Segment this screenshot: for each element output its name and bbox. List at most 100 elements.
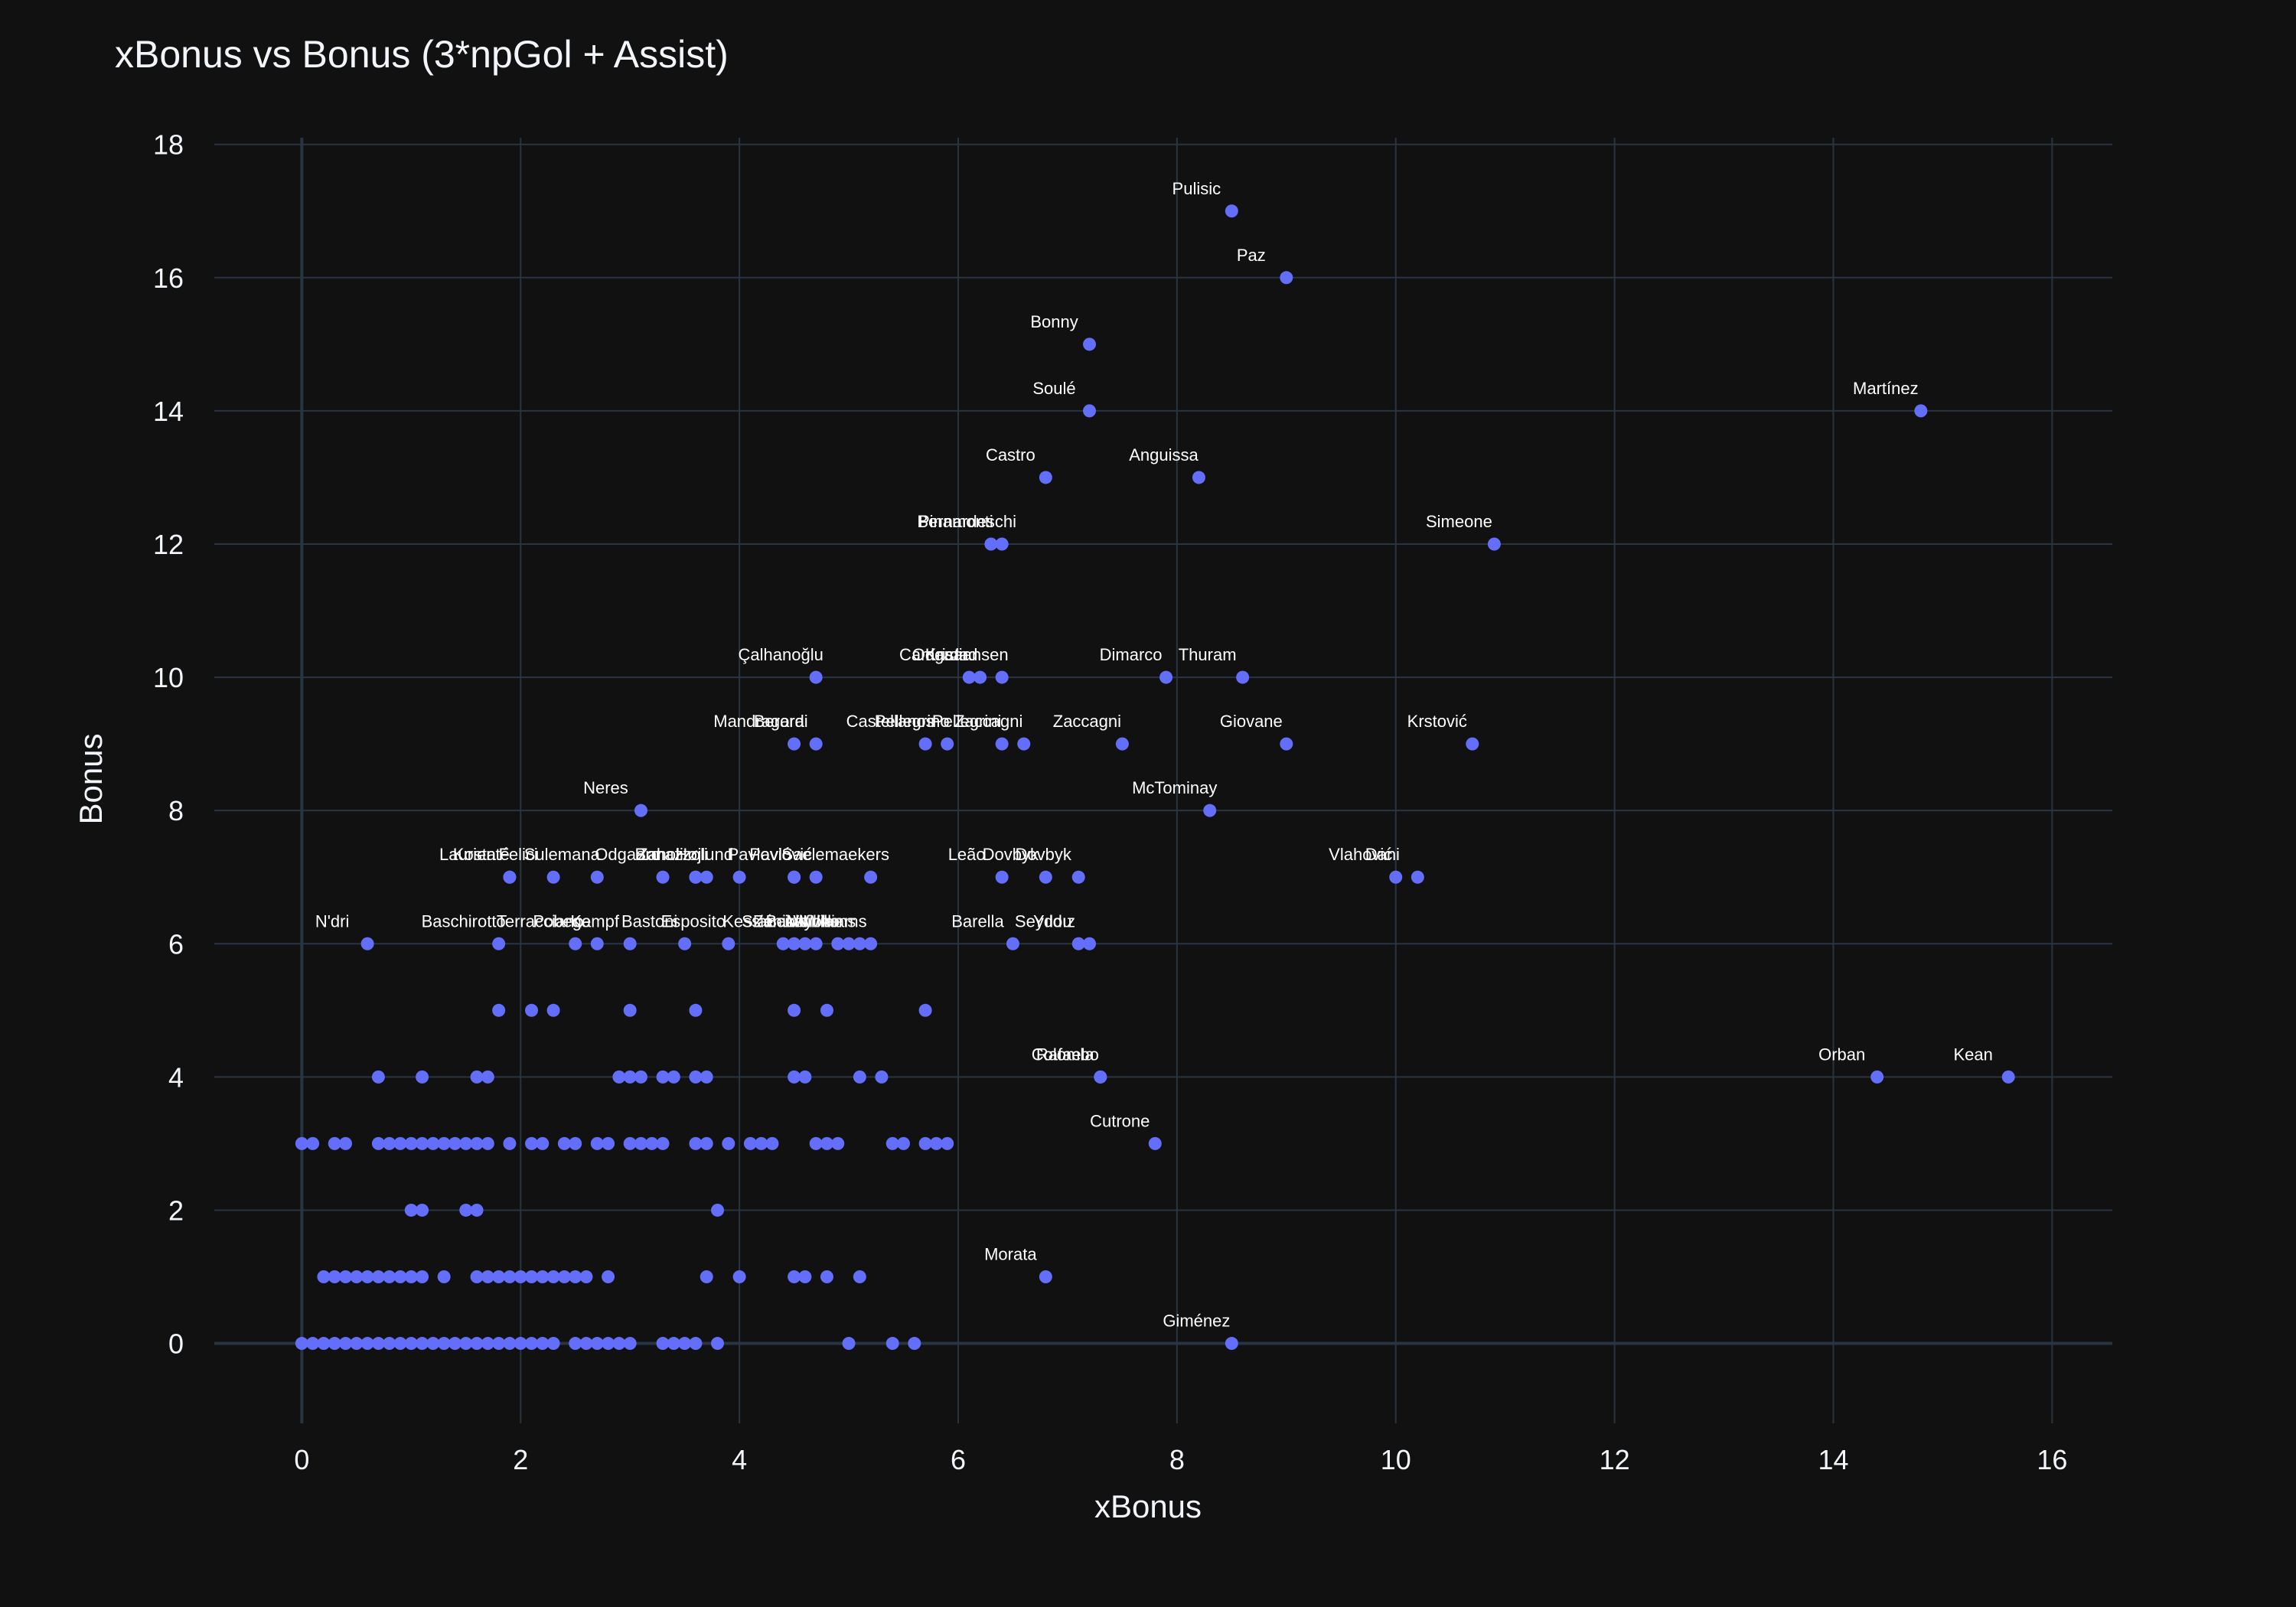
data-point [602,1136,615,1150]
data-point [481,1136,494,1150]
data-point [1280,271,1293,285]
data-point [525,1270,539,1283]
data-point [602,1337,615,1351]
data-point [360,1270,374,1283]
data-point [864,870,878,884]
data-point [1148,1136,1162,1150]
x-axis-title: xBonus [1094,1488,1202,1524]
data-point [360,1337,374,1351]
data-point [525,1136,539,1150]
point-label: Seydou [1015,911,1072,931]
data-point [350,1337,364,1351]
data-point [1411,870,1424,884]
data-point [459,1203,473,1217]
data-point [809,870,823,884]
point-label: Vitinha [788,911,840,931]
data-point [569,1337,582,1351]
point-label: Zaccagni [954,712,1022,731]
data-point [667,1070,680,1084]
data-point [711,1203,725,1217]
point-label: Bonazzoli [635,845,708,864]
point-label: Williams [804,911,867,931]
point-label: Esposito [661,911,726,931]
point-label: Mandragora [713,712,804,731]
point-label: Pellegrini [932,712,1002,731]
data-point [788,1270,801,1283]
data-point [339,1270,353,1283]
data-point [306,1136,320,1150]
point-label: Zanoli [638,845,683,864]
chart-title: xBonus vs Bonus (3*npGol + Assist) [115,33,729,76]
data-point [755,1136,768,1150]
data-point [897,1136,911,1150]
point-label: Pinamonti [918,512,993,531]
data-point [371,1270,385,1283]
data-point [918,737,932,751]
point-label: Giovane [1220,712,1283,731]
data-point [492,1270,506,1283]
data-point [1039,471,1052,484]
data-point [722,937,735,950]
point-label: Martínez [1853,379,1919,398]
data-point [437,1136,451,1150]
data-point [371,1070,385,1084]
point-label: Bonny [1030,312,1078,331]
point-label: N'dri [315,911,350,931]
data-point [1071,870,1085,884]
point-label: Pavlović [728,845,791,864]
data-point [656,1136,670,1150]
data-point [788,937,801,950]
point-label: Castro [986,445,1035,464]
data-point [448,1337,461,1351]
data-point [317,1270,331,1283]
point-label: Bakayoko [765,911,840,931]
point-label: Rafaela [1036,1045,1095,1064]
data-point [470,1270,484,1283]
data-point [1039,1270,1052,1283]
x-tick-label: 6 [951,1444,966,1475]
y-axis-title: Bonus [73,733,109,824]
data-point [514,1337,527,1351]
data-point [569,1136,582,1150]
point-label: Williams [793,911,856,931]
point-label: Zaniolo [753,911,808,931]
data-point [820,1136,833,1150]
data-point [885,1337,899,1351]
point-label: Paz [1237,246,1266,265]
data-point [809,670,823,684]
data-point [339,1136,353,1150]
data-point [1017,737,1031,751]
data-point [689,870,703,884]
point-label: Baschirotto [422,911,506,931]
data-point [831,937,845,950]
point-label: Odgaard [595,845,660,864]
point-label: Pulisic [1172,179,1221,198]
data-point [470,1136,484,1150]
point-labels: Pulisic Paz Bonny Soulé Martínez Castro Anguis… [315,179,1993,1331]
point-label: Pavlović [749,845,812,864]
data-point [798,1070,812,1084]
data-point [1203,804,1217,817]
data-point [820,1003,833,1017]
data-point [634,1136,647,1150]
data-point [383,1270,396,1283]
data-point [689,1070,703,1084]
data-point [492,1003,506,1017]
data-point [437,1270,451,1283]
data-point [732,1270,746,1283]
data-point [941,737,954,751]
point-label: Anguissa [1129,445,1199,464]
x-tick-label: 4 [732,1444,747,1475]
point-label: Pobega [533,911,592,931]
data-point [1466,737,1479,751]
data-point [984,537,998,551]
data-point [602,1270,615,1283]
point-label: Colombo [1032,1045,1099,1064]
data-point [1083,937,1097,950]
data-point [678,937,692,950]
data-point [788,870,801,884]
data-point [656,1070,670,1084]
point-label: Morata [984,1244,1037,1263]
data-point [700,1270,713,1283]
data-point [788,1003,801,1017]
